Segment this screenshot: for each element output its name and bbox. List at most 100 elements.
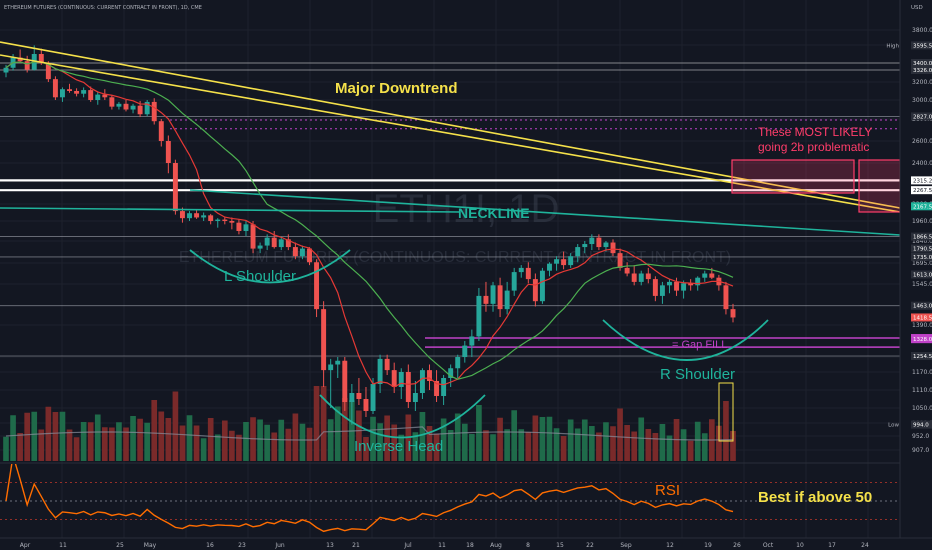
- candle[interactable]: [208, 213, 214, 225]
- candle[interactable]: [702, 270, 708, 282]
- candle[interactable]: [419, 368, 425, 399]
- candle[interactable]: [483, 281, 489, 312]
- candle[interactable]: [674, 277, 680, 296]
- candle[interactable]: [67, 83, 72, 93]
- candle[interactable]: [201, 212, 207, 222]
- candle[interactable]: [645, 267, 651, 284]
- l-shoulder-arc[interactable]: [189, 249, 351, 284]
- candle[interactable]: [335, 357, 341, 378]
- price-tag[interactable]: 2315.2: [911, 176, 932, 185]
- candle[interactable]: [624, 262, 630, 277]
- candle[interactable]: [462, 341, 468, 363]
- price-tag[interactable]: High 3595.5: [886, 41, 932, 50]
- price-tag[interactable]: 2827.0: [911, 112, 932, 121]
- candle[interactable]: [109, 95, 115, 110]
- candle[interactable]: [575, 244, 581, 263]
- candle[interactable]: [194, 209, 200, 219]
- candle[interactable]: [688, 279, 694, 291]
- candle[interactable]: [250, 221, 256, 254]
- candle[interactable]: [638, 270, 644, 286]
- rsi-line[interactable]: [5, 456, 734, 533]
- candle[interactable]: [652, 276, 658, 302]
- ma-slow-line[interactable]: [5, 61, 734, 380]
- inverse-head-arc[interactable]: [319, 394, 486, 439]
- candle[interactable]: [518, 265, 524, 278]
- price-tag[interactable]: Low 994.0: [888, 420, 932, 429]
- r-shoulder-arc[interactable]: [602, 319, 769, 361]
- candle[interactable]: [681, 280, 687, 299]
- price-tag[interactable]: 1735.0: [911, 252, 932, 261]
- candle[interactable]: [74, 88, 80, 97]
- candle[interactable]: [427, 364, 432, 391]
- candle[interactable]: [3, 64, 9, 78]
- candle[interactable]: [730, 303, 736, 323]
- price-tag[interactable]: 1328.0: [911, 335, 932, 344]
- candle[interactable]: [610, 239, 616, 257]
- candle[interactable]: [264, 234, 270, 251]
- price-tag[interactable]: 1254.5: [911, 351, 932, 360]
- candle[interactable]: [17, 49, 23, 64]
- candle[interactable]: [469, 329, 475, 357]
- candle[interactable]: [299, 245, 305, 260]
- candle[interactable]: [589, 234, 595, 251]
- candle[interactable]: [271, 231, 277, 249]
- candle[interactable]: [363, 387, 369, 417]
- candle[interactable]: [236, 219, 242, 235]
- candle[interactable]: [497, 277, 503, 318]
- candle[interactable]: [539, 267, 545, 304]
- candle[interactable]: [52, 76, 58, 100]
- candle[interactable]: [285, 234, 291, 251]
- downtrend-line-lower[interactable]: [0, 54, 901, 213]
- candle[interactable]: [292, 242, 298, 260]
- candle[interactable]: [187, 211, 192, 221]
- candle[interactable]: [165, 135, 171, 174]
- resistance-box-1[interactable]: [731, 159, 855, 194]
- candle[interactable]: [116, 101, 122, 110]
- ma-fast-line[interactable]: [5, 61, 734, 388]
- candle[interactable]: [59, 87, 65, 102]
- candle[interactable]: [377, 354, 383, 393]
- candle[interactable]: [391, 362, 397, 393]
- candle[interactable]: [314, 259, 320, 318]
- candle[interactable]: [441, 375, 447, 405]
- candle[interactable]: [631, 265, 637, 286]
- price-axis[interactable]: 3800.03600.03400.03200.03000.02800.02600…: [886, 0, 932, 538]
- price-tag[interactable]: 2267.5: [911, 186, 932, 195]
- candle[interactable]: [547, 262, 552, 277]
- downtrend-line-upper[interactable]: [0, 41, 901, 209]
- candle[interactable]: [532, 273, 538, 307]
- candle[interactable]: [384, 354, 390, 375]
- candle[interactable]: [144, 100, 150, 117]
- candle[interactable]: [476, 287, 482, 341]
- candle[interactable]: [172, 159, 178, 215]
- price-tag[interactable]: 1613.0: [911, 270, 932, 279]
- candle[interactable]: [525, 262, 531, 284]
- candle[interactable]: [158, 119, 164, 147]
- candle[interactable]: [723, 281, 729, 315]
- candle[interactable]: [554, 256, 560, 271]
- candle[interactable]: [405, 364, 411, 409]
- candle[interactable]: [307, 247, 312, 266]
- price-tag[interactable]: 3326.0: [911, 66, 932, 75]
- candle[interactable]: [504, 281, 510, 315]
- neckline-line[interactable]: [189, 189, 901, 236]
- candle[interactable]: [328, 358, 334, 408]
- price-tag[interactable]: 2167.5: [911, 202, 932, 211]
- candle[interactable]: [349, 384, 355, 425]
- candle[interactable]: [257, 242, 263, 254]
- price-tag[interactable]: 1866.5: [911, 232, 932, 241]
- neckline-support-line[interactable]: [0, 207, 461, 213]
- candle[interactable]: [434, 370, 440, 402]
- candle[interactable]: [342, 357, 348, 411]
- candle[interactable]: [88, 86, 94, 102]
- candle[interactable]: [151, 98, 157, 125]
- candle[interactable]: [511, 267, 517, 296]
- candle[interactable]: [229, 217, 235, 230]
- candle[interactable]: [455, 354, 461, 378]
- price-tag[interactable]: 1463.0: [911, 301, 932, 310]
- candle[interactable]: [243, 221, 249, 236]
- candle[interactable]: [130, 103, 136, 114]
- price-tag[interactable]: 1790.5: [911, 244, 932, 253]
- candle[interactable]: [667, 279, 672, 294]
- candle[interactable]: [95, 91, 101, 105]
